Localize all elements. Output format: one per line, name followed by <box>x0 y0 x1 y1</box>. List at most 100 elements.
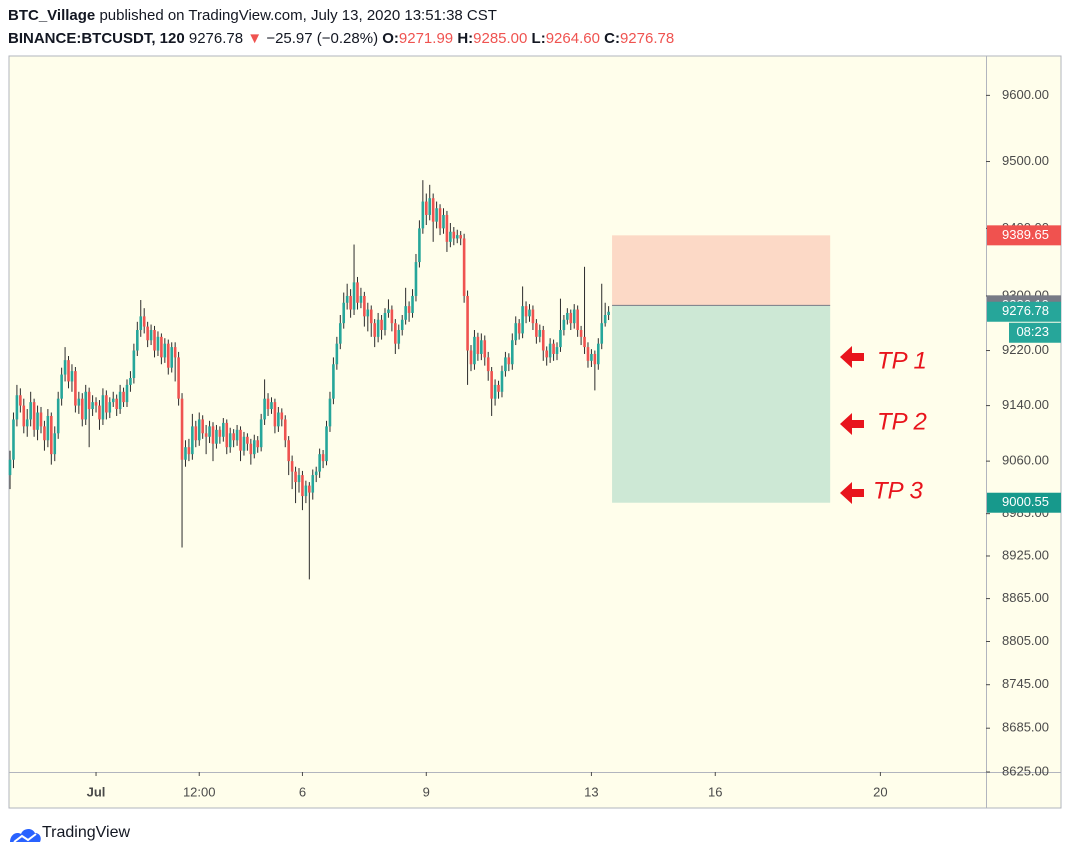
target-price-label-box <box>987 492 1061 513</box>
candle-body <box>25 419 29 427</box>
candle-body <box>36 412 39 430</box>
candle-body <box>19 395 22 406</box>
last-price-label: 9276.78 <box>1002 303 1049 318</box>
candle-body <box>555 347 559 354</box>
candle-body <box>222 422 225 437</box>
candle-body <box>504 357 507 372</box>
brand: TradingView <box>42 824 130 841</box>
candle-body <box>562 319 566 331</box>
candle-body <box>524 306 528 317</box>
candle-body <box>77 398 81 406</box>
candle-body <box>304 485 308 497</box>
y-tick-label: 8745.00 <box>1002 676 1049 691</box>
candle-body <box>256 440 260 448</box>
candle-body <box>438 208 442 229</box>
candle-body <box>593 353 597 365</box>
candle-body <box>424 201 428 215</box>
candle-body <box>105 395 108 413</box>
candle-body <box>514 323 518 341</box>
candle-body <box>476 336 480 354</box>
ohlc-label: C: <box>604 30 620 47</box>
target-zone <box>612 305 831 503</box>
candle-body <box>559 330 562 348</box>
candle-body <box>108 402 112 413</box>
y-tick-label: 8865.00 <box>1002 590 1049 605</box>
candle-body <box>552 343 555 354</box>
ohlc-label: L: <box>532 30 546 47</box>
candle-body <box>493 384 497 399</box>
header-line: BTC_Village published on TradingView.com… <box>8 7 497 24</box>
y-tick-label: 8805.00 <box>1002 633 1049 648</box>
symbol: BINANCE:BTCUSDT, 120 <box>8 30 185 47</box>
candle-body <box>122 391 125 403</box>
x-tick-label: 16 <box>708 784 722 799</box>
candle-body <box>455 235 459 239</box>
stop-price-label: 9389.65 <box>1002 227 1049 242</box>
candle-body <box>418 228 421 263</box>
logo-icon <box>10 828 41 842</box>
candle-body <box>156 336 160 351</box>
candle-body <box>342 302 346 324</box>
y-tick-label: 8625.00 <box>1002 763 1049 778</box>
candle-body <box>586 347 590 361</box>
candle-body <box>607 311 610 316</box>
candle-body <box>352 282 356 310</box>
candle-body <box>411 295 414 313</box>
candle-body <box>387 309 390 313</box>
candle-body <box>129 378 132 385</box>
candle-body <box>153 330 156 351</box>
candle-body <box>125 384 129 403</box>
ohlc-value: 9276.78 <box>620 30 674 47</box>
candle-body <box>497 384 500 392</box>
candle-body <box>517 323 521 334</box>
candle-body <box>507 357 511 365</box>
candle-body <box>297 475 301 483</box>
arrow <box>840 346 864 368</box>
ohlc-label: H: <box>457 30 473 47</box>
candle-body <box>56 398 60 434</box>
published: published on TradingView.com, July 13, 2… <box>99 7 496 24</box>
candle-body <box>449 231 452 242</box>
candle-body <box>363 295 366 317</box>
candle-body <box>101 395 105 420</box>
candle-body <box>328 398 332 427</box>
candle-body <box>270 402 273 410</box>
symbol-line: BINANCE:BTCUSDT, 120 9276.78 ▼ −25.97 (−… <box>8 30 674 47</box>
stop-zone <box>612 235 831 306</box>
candle-body <box>531 309 535 324</box>
candle-body <box>318 454 321 472</box>
target-price-label: 9000.55 <box>1002 494 1049 509</box>
arrow: ▼ <box>247 30 262 47</box>
tp-arrows <box>840 346 864 504</box>
candle-body <box>84 391 88 420</box>
y-tick-label: 9060.00 <box>1002 453 1049 468</box>
candle-body <box>376 319 380 337</box>
candle-body <box>211 426 215 444</box>
candle-body <box>239 429 242 451</box>
candle-body <box>139 316 143 331</box>
candle-body <box>228 433 232 448</box>
candle-body <box>70 371 74 382</box>
candle-body <box>201 419 204 434</box>
arrow <box>840 482 864 504</box>
candle-body <box>290 461 294 472</box>
candle-body <box>197 419 201 441</box>
candle-body <box>345 295 349 303</box>
candle-body <box>486 357 490 372</box>
candle-body <box>263 398 266 420</box>
candle-body <box>390 309 394 324</box>
candle-body <box>259 419 263 448</box>
candle-body <box>407 306 411 313</box>
candle-body <box>435 208 438 222</box>
candle-body <box>311 475 315 493</box>
candle-body <box>480 340 483 354</box>
candle-body <box>566 312 569 320</box>
candle-body <box>414 262 418 296</box>
candle-body <box>225 422 229 448</box>
candle-body <box>111 398 115 403</box>
y-tick-label: 9140.00 <box>1002 397 1049 412</box>
candle-body <box>63 360 67 375</box>
y-tick-label: 9600.00 <box>1002 87 1049 102</box>
candle-body <box>46 415 50 441</box>
candle-body <box>246 436 249 444</box>
